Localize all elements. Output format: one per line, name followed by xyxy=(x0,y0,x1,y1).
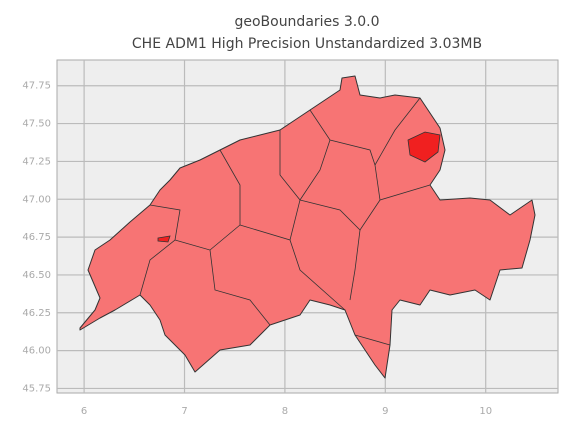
y-tick-label: 47.50 xyxy=(22,119,51,130)
y-tick-label: 46.75 xyxy=(22,232,51,243)
y-tick-label: 47.25 xyxy=(22,156,51,167)
x-tick-label: 10 xyxy=(479,406,492,417)
y-tick-label: 47.75 xyxy=(22,81,51,92)
y-tick-label: 46.25 xyxy=(22,308,51,319)
x-tick-label: 8 xyxy=(282,406,288,417)
x-tick-label: 6 xyxy=(81,406,87,417)
region-borders xyxy=(139,97,431,346)
y-tick-label: 45.75 xyxy=(22,383,51,394)
enclave xyxy=(157,235,171,243)
x-tick-label: 9 xyxy=(382,406,388,417)
x-tick-label: 7 xyxy=(181,406,187,417)
highlight-region xyxy=(407,131,441,163)
chart-subtitle: CHE ADM1 High Precision Unstandardized 3… xyxy=(132,36,482,52)
y-tick-label: 47.00 xyxy=(22,194,51,205)
chart-title: geoBoundaries 3.0.0 xyxy=(234,14,379,30)
y-tick-label: 46.50 xyxy=(22,270,51,281)
y-tick-label: 46.00 xyxy=(22,346,51,357)
